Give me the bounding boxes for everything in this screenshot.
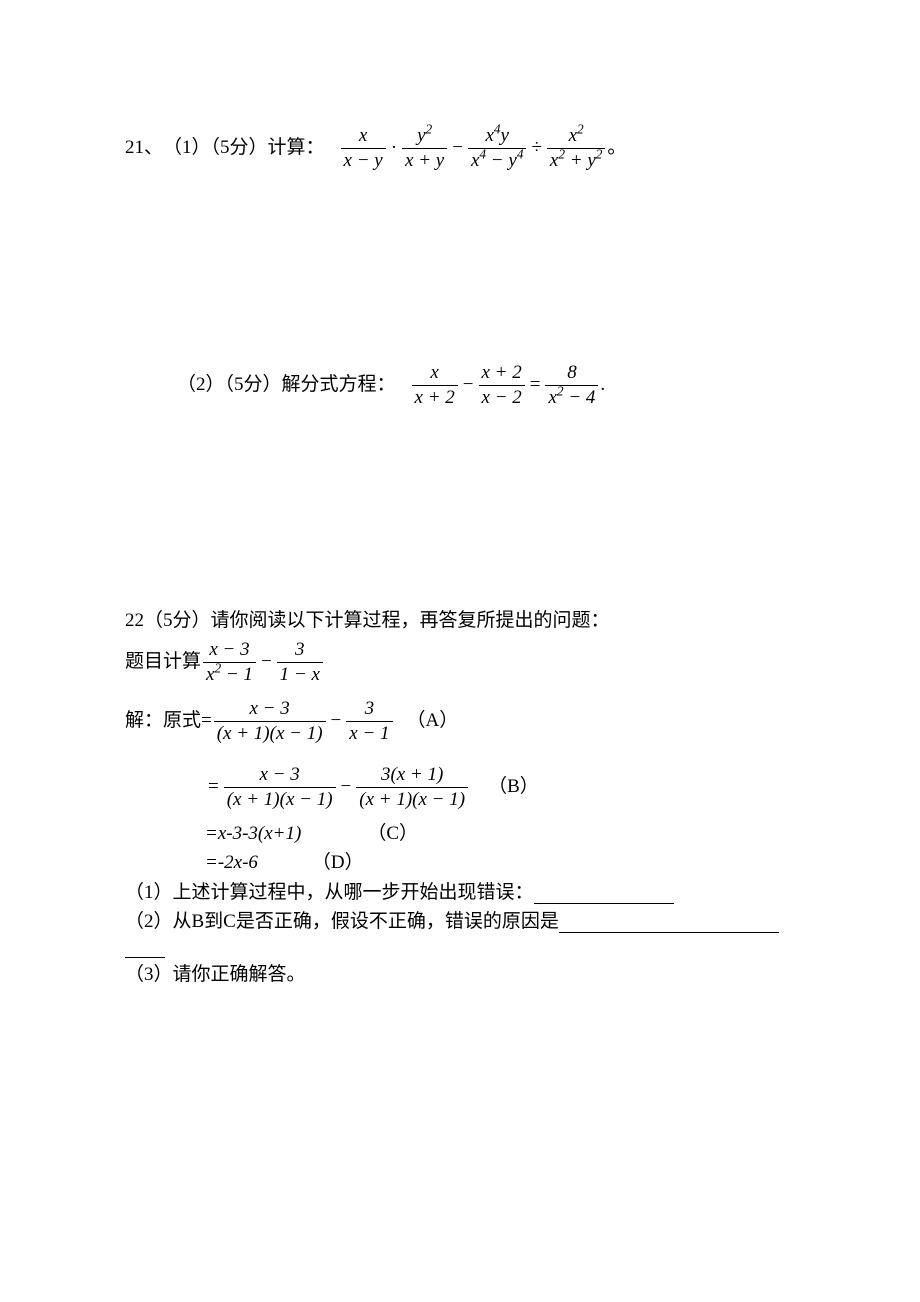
q22-sd-expr: =-2x-6 (205, 850, 258, 877)
q21-f2: y2x + y (402, 125, 447, 172)
q22-tag-d: （D） (312, 850, 364, 877)
q22-sa-f2: 3x − 1 (346, 698, 392, 745)
dot-op: · (388, 135, 400, 162)
q21-f1: xx − y (341, 125, 386, 172)
q21-end2: . (600, 372, 605, 399)
eq-op: = (527, 372, 544, 399)
q22-tag-c: （C） (367, 821, 418, 848)
q22-t1: x − 3x2 − 1 (203, 639, 256, 686)
q21-g1: xx + 2 (412, 362, 458, 409)
q22-heading: 22（5分）请你阅读以下计算过程，再答复所提出的问题： (125, 608, 795, 635)
q22-sub3: （3）请你正确解答。 (125, 962, 795, 989)
q22-t2: 31 − x (277, 639, 323, 686)
q21-line2: （2）（5分）解分式方程： xx + 2 − x + 2x − 2 = 8x2 … (125, 362, 795, 409)
q22-step-b: = x − 3(x + 1)(x − 1) − 3(x + 1)(x + 1)(… (125, 764, 795, 811)
q21-g3: 8x2 − 4 (545, 362, 598, 409)
page: 21、 （1）（5分）计算： xx − y · y2x + y − x4yx4 … (0, 0, 920, 989)
q21-f4: x2x2 + y2 (547, 125, 606, 172)
q22-sub2-tail (125, 937, 795, 958)
minus-op-2: − (460, 372, 477, 399)
q22-solution-label: 解：原式= (125, 708, 212, 735)
q22-heading-text: 22（5分）请你阅读以下计算过程，再答复所提出的问题： (125, 608, 610, 635)
q22-sb-f2: 3(x + 1)(x + 1)(x − 1) (356, 764, 468, 811)
q22-sub2-text: （2）从B到C是否正确，假设不正确，错误的原因是 (125, 909, 559, 936)
blank-3[interactable] (125, 937, 165, 958)
q22-topic-label: 题目计算 (125, 649, 201, 676)
q22-tag-a: （A） (407, 708, 459, 735)
q21-end1: 。 (607, 135, 626, 162)
q22-tag-b: （B） (488, 774, 539, 801)
minus-op: − (449, 135, 466, 162)
q22-topic: 题目计算 x − 3x2 − 1 − 31 − x (125, 639, 795, 686)
div-op: ÷ (528, 135, 544, 162)
q21-part2-label: （2）（5分）解分式方程： (177, 372, 396, 399)
q21-line1: 21、 （1）（5分）计算： xx − y · y2x + y − x4yx4 … (125, 125, 795, 172)
q22-sa-f1: x − 3(x + 1)(x − 1) (214, 698, 326, 745)
q22-step-c: =x-3-3(x+1) （C） (125, 821, 795, 848)
minus-op-4: − (328, 708, 345, 735)
q22-sub3-text: （3）请你正确解答。 (125, 962, 306, 989)
minus-op-5: − (338, 774, 355, 801)
q22-sb-f1: x − 3(x + 1)(x − 1) (224, 764, 336, 811)
eq-b: = (205, 774, 222, 801)
q22-sub2: （2）从B到C是否正确，假设不正确，错误的原因是 (125, 909, 795, 936)
q22-sc-expr: =x-3-3(x+1) (205, 821, 301, 848)
q22-sub1: （1）上述计算过程中，从哪一步开始出现错误： (125, 880, 795, 907)
q22-sub1-text: （1）上述计算过程中，从哪一步开始出现错误： (125, 880, 534, 907)
q21-g2: x + 2x − 2 (479, 362, 525, 409)
blank-1[interactable] (534, 883, 674, 904)
q21-part1-label: （1）（5分）计算： (163, 135, 325, 162)
q21-number: 21、 (125, 135, 163, 162)
q21-f3: x4yx4 − y4 (468, 125, 527, 172)
q22-step-a: 解：原式= x − 3(x + 1)(x − 1) − 3x − 1 （A） (125, 698, 795, 745)
blank-2[interactable] (559, 912, 779, 933)
minus-op-3: − (258, 649, 275, 676)
q22-step-d: =-2x-6 （D） (125, 850, 795, 877)
